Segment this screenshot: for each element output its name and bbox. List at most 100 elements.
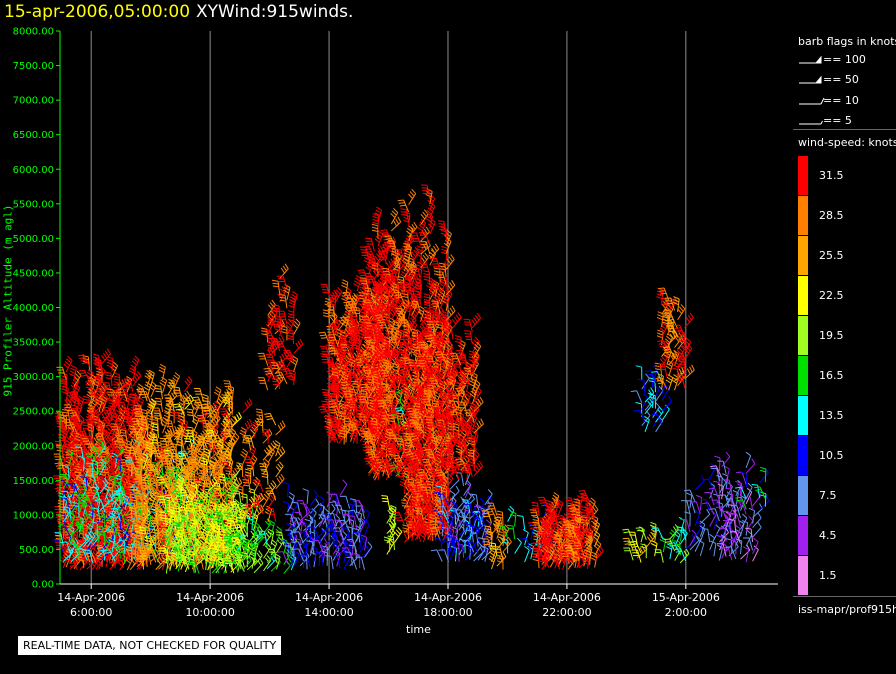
wind-barb <box>219 408 230 422</box>
wind-barb <box>436 279 446 297</box>
wind-barb <box>221 448 233 462</box>
wind-barb <box>714 455 721 471</box>
wind-barb <box>194 507 207 520</box>
wind-barb <box>87 406 100 420</box>
wind-barb <box>56 411 67 425</box>
wind-barb <box>431 470 444 483</box>
wind-barb <box>162 445 175 458</box>
wind-barb <box>261 470 269 485</box>
wind-barb <box>449 400 460 416</box>
wind-barb <box>188 560 200 574</box>
wind-barb <box>387 414 397 429</box>
wind-barb <box>223 532 233 547</box>
wind-barb <box>61 409 71 424</box>
wind-barb <box>498 525 509 540</box>
wind-barb <box>369 349 378 366</box>
y-tick-label: 5500.00 <box>13 199 54 210</box>
wind-barb <box>427 384 436 399</box>
wind-barb <box>200 453 212 467</box>
wind-barb <box>105 516 113 532</box>
wind-barb <box>348 515 358 530</box>
wind-barb <box>470 493 479 508</box>
wind-barb <box>486 530 493 546</box>
wind-barb <box>450 431 460 446</box>
wind-barb <box>745 530 753 547</box>
wind-barb <box>455 445 463 461</box>
wind-barb <box>658 363 668 377</box>
wind-barb <box>402 389 413 404</box>
wind-barb <box>232 533 243 547</box>
wind-barb <box>231 432 240 449</box>
wind-barb <box>711 499 723 513</box>
wind-barb <box>84 550 97 563</box>
wind-barb <box>473 517 483 532</box>
wind-barb <box>414 507 424 522</box>
wind-barb <box>312 539 324 553</box>
speed-scale-label: 4.5 <box>819 529 837 542</box>
wind-barb <box>232 481 240 499</box>
wind-barb <box>111 522 119 539</box>
wind-barb <box>103 484 110 501</box>
wind-barb <box>267 528 275 545</box>
wind-barb <box>275 340 288 354</box>
wind-barb <box>416 404 429 417</box>
wind-barb <box>722 520 733 534</box>
wind-barb <box>339 329 347 345</box>
wind-barb <box>169 542 182 556</box>
wind-barb <box>673 540 682 555</box>
wind-barb <box>216 395 225 412</box>
wind-barb <box>347 369 358 383</box>
wind-barb <box>592 530 601 547</box>
wind-barb <box>752 522 762 538</box>
wind-barb <box>52 475 64 489</box>
wind-barb <box>96 551 103 568</box>
wind-barb <box>353 376 362 394</box>
wind-barb <box>622 537 634 551</box>
wind-barb <box>91 432 102 449</box>
wind-barb <box>227 558 239 572</box>
wind-barb <box>169 452 177 467</box>
y-tick-label: 1500.00 <box>13 476 54 487</box>
wind-barb <box>546 535 556 552</box>
wind-barb <box>76 548 88 561</box>
wind-barb <box>555 499 564 516</box>
wind-barb <box>438 422 451 435</box>
wind-barb <box>281 325 288 341</box>
wind-barb <box>351 294 360 312</box>
wind-barb <box>455 416 463 432</box>
wind-barb <box>661 384 670 401</box>
wind-barb <box>275 371 288 385</box>
wind-barb <box>576 524 585 540</box>
wind-barb <box>419 309 430 326</box>
wind-barb <box>165 441 177 454</box>
wind-barb <box>421 380 434 394</box>
wind-barb <box>329 311 338 328</box>
wind-barb <box>637 378 646 394</box>
wind-barb <box>702 502 715 515</box>
wind-barb <box>103 549 116 562</box>
wind-barb <box>364 508 371 525</box>
wind-barb <box>481 510 492 524</box>
wind-barb <box>349 417 358 435</box>
wind-barb <box>405 506 416 520</box>
wind-barb <box>206 422 214 439</box>
speed-swatch <box>798 516 808 555</box>
wind-barb <box>715 506 727 520</box>
speed-swatch <box>798 396 808 435</box>
wind-barb <box>721 451 731 468</box>
wind-barb <box>321 545 328 561</box>
wind-barb <box>230 537 242 551</box>
wind-barb <box>327 360 336 375</box>
wind-barb <box>529 509 540 523</box>
wind-barb <box>200 457 208 473</box>
wind-barb <box>445 254 455 270</box>
wind-barb <box>466 523 475 539</box>
wind-barb <box>63 506 72 521</box>
y-tick-label: 7500.00 <box>13 61 54 72</box>
wind-barb <box>187 533 200 546</box>
wind-barb <box>251 421 259 438</box>
wind-barb <box>364 336 375 350</box>
wind-barb <box>249 542 257 559</box>
wind-barb <box>377 387 390 400</box>
wind-barb <box>207 560 220 574</box>
